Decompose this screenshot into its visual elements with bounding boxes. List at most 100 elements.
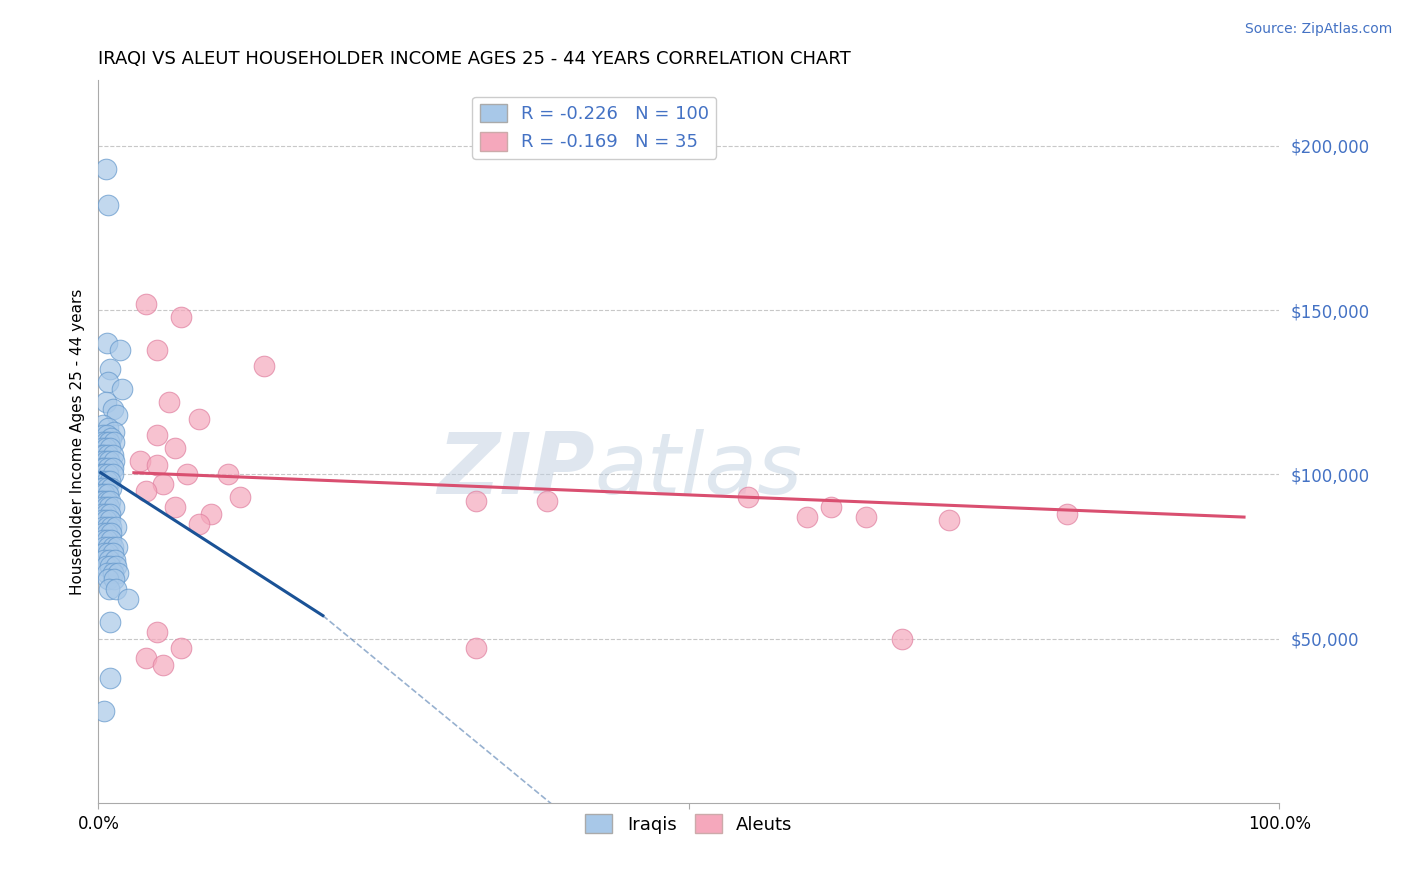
Point xyxy=(97,448,120,462)
Point xyxy=(91,526,114,541)
Point xyxy=(100,520,122,534)
Point xyxy=(165,500,187,515)
Point xyxy=(96,526,118,541)
Point xyxy=(93,460,115,475)
Point xyxy=(101,467,124,482)
Point xyxy=(117,592,139,607)
Point xyxy=(91,441,114,455)
Point xyxy=(253,359,276,373)
Point xyxy=(97,573,120,587)
Point xyxy=(146,343,169,357)
Point xyxy=(98,671,121,685)
Point xyxy=(91,533,114,547)
Point xyxy=(98,513,121,527)
Point xyxy=(91,520,114,534)
Point xyxy=(101,460,124,475)
Point xyxy=(165,441,187,455)
Point xyxy=(152,477,174,491)
Point xyxy=(98,582,121,597)
Legend: Iraqis, Aleuts: Iraqis, Aleuts xyxy=(578,807,800,841)
Point xyxy=(93,546,115,560)
Point xyxy=(100,431,122,445)
Point xyxy=(90,481,112,495)
Point xyxy=(96,520,118,534)
Point xyxy=(135,651,157,665)
Y-axis label: Householder Income Ages 25 - 44 years: Householder Income Ages 25 - 44 years xyxy=(69,288,84,595)
Point xyxy=(170,310,193,324)
Point xyxy=(103,454,125,468)
Point xyxy=(97,487,120,501)
Point xyxy=(855,510,877,524)
Text: ZIP: ZIP xyxy=(437,429,595,512)
Point xyxy=(820,500,842,515)
Point xyxy=(93,553,115,567)
Point xyxy=(90,474,112,488)
Point xyxy=(94,454,117,468)
Point xyxy=(105,520,128,534)
Point xyxy=(91,474,114,488)
Point xyxy=(170,641,193,656)
Point xyxy=(135,483,157,498)
Point xyxy=(97,376,120,390)
Point xyxy=(96,336,118,351)
Point xyxy=(91,434,114,449)
Point xyxy=(94,500,117,515)
Point xyxy=(152,657,174,672)
Point xyxy=(465,641,488,656)
Point xyxy=(890,632,912,646)
Point xyxy=(96,481,118,495)
Point xyxy=(94,513,117,527)
Point xyxy=(128,454,150,468)
Point xyxy=(100,533,122,547)
Point xyxy=(97,540,120,554)
Point xyxy=(98,493,121,508)
Point xyxy=(187,411,209,425)
Point xyxy=(105,409,128,423)
Point xyxy=(94,441,117,455)
Point xyxy=(91,513,114,527)
Point xyxy=(103,573,125,587)
Point xyxy=(98,500,121,515)
Point xyxy=(91,467,114,482)
Point xyxy=(98,362,121,376)
Point xyxy=(157,395,180,409)
Point xyxy=(97,546,120,560)
Point xyxy=(97,198,120,212)
Point xyxy=(107,566,129,580)
Point xyxy=(93,540,115,554)
Point xyxy=(200,507,222,521)
Point xyxy=(96,533,118,547)
Point xyxy=(94,434,117,449)
Point xyxy=(91,418,114,433)
Point xyxy=(93,704,115,718)
Point xyxy=(91,454,114,468)
Point xyxy=(98,559,121,574)
Point xyxy=(94,161,117,176)
Point xyxy=(105,582,128,597)
Point xyxy=(146,458,169,472)
Point xyxy=(938,513,960,527)
Point xyxy=(93,467,115,482)
Point xyxy=(737,491,759,505)
Point xyxy=(98,507,121,521)
Point xyxy=(96,474,118,488)
Point xyxy=(98,434,121,449)
Point xyxy=(103,434,125,449)
Point xyxy=(91,448,114,462)
Point xyxy=(146,428,169,442)
Point xyxy=(229,491,252,505)
Point xyxy=(94,395,117,409)
Text: atlas: atlas xyxy=(595,429,803,512)
Point xyxy=(796,510,818,524)
Point xyxy=(465,493,488,508)
Point xyxy=(108,343,131,357)
Point xyxy=(105,540,128,554)
Point xyxy=(105,559,128,574)
Point xyxy=(187,516,209,531)
Point xyxy=(101,401,124,416)
Point xyxy=(217,467,239,482)
Point xyxy=(93,448,115,462)
Point xyxy=(101,448,124,462)
Point xyxy=(94,559,117,574)
Point xyxy=(101,566,124,580)
